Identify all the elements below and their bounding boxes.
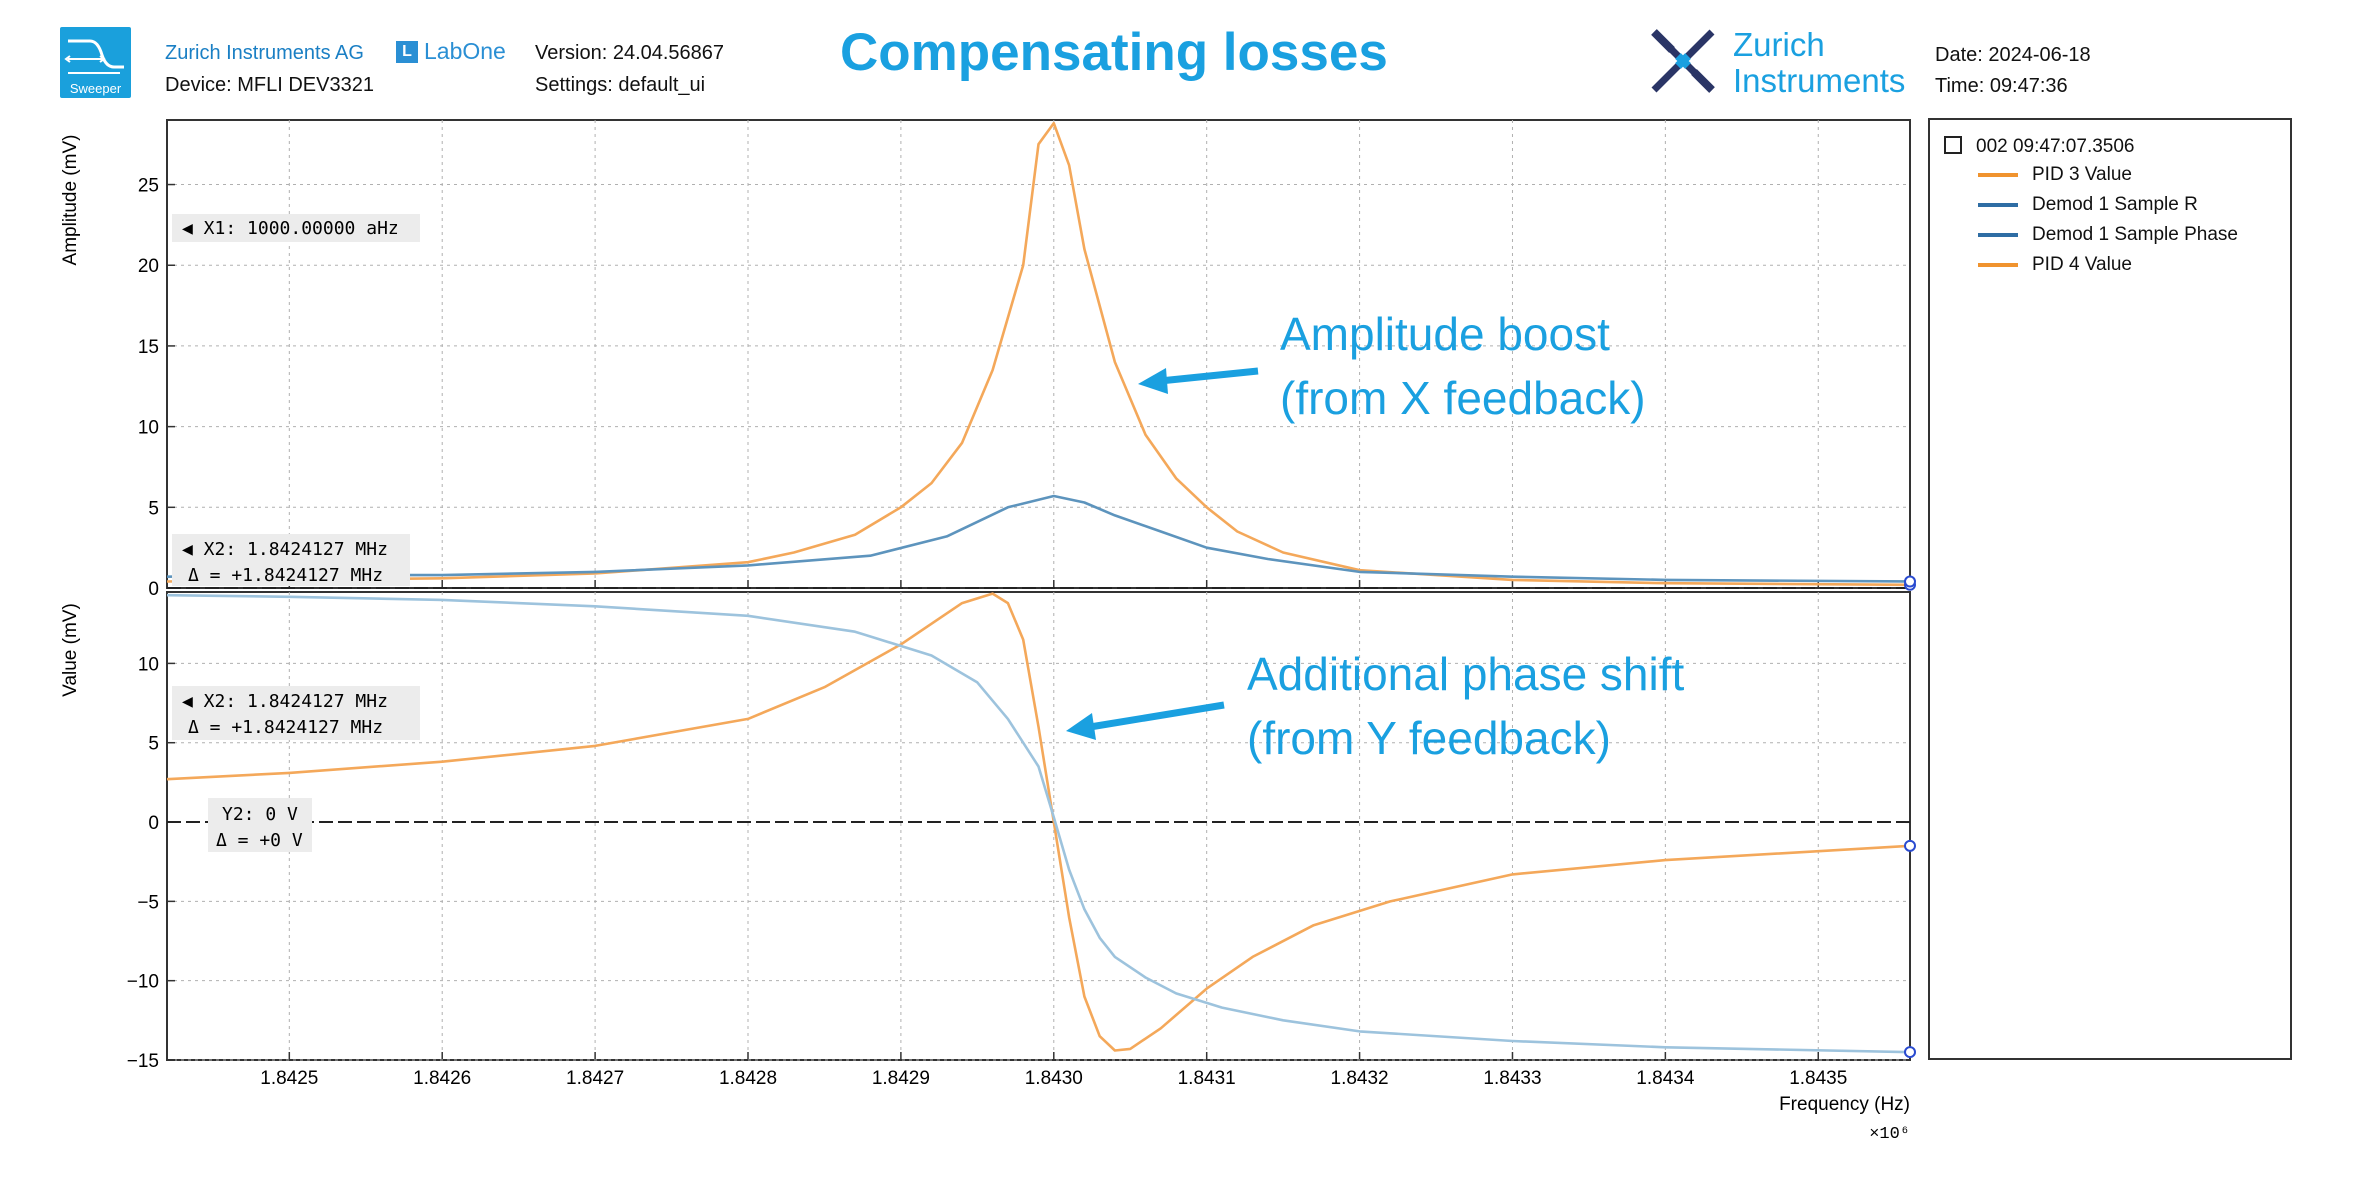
- version-label: Version: 24.04.56867: [535, 42, 725, 64]
- legend-swatch: [1978, 173, 2018, 177]
- cursor-x1-box: [172, 214, 420, 242]
- bottom-y-tick-label: −5: [137, 892, 159, 913]
- cursor-y2-label: Y2: 0 V: [222, 804, 298, 825]
- legend-item-label: PID 3 Value: [2032, 164, 2132, 185]
- bottom-annotation-line-1: Additional phase shift: [1247, 648, 1685, 700]
- top-cursor-x2-label: ◀ X2: 1.8424127 MHz: [182, 539, 388, 560]
- zurich-instruments-logo-icon: [1651, 29, 1715, 93]
- sweeper-app-icon: Sweeper: [60, 27, 131, 98]
- top-y-tick-label: 25: [138, 176, 159, 197]
- page-title: Compensating losses: [840, 23, 1388, 82]
- top-y-tick-label: 20: [138, 256, 159, 277]
- legend-item[interactable]: Demod 1 Sample R: [1978, 190, 2198, 220]
- top-series-1-end-marker: [1904, 575, 1916, 588]
- brand-line-1: Zurich: [1733, 26, 1825, 63]
- x-tick-label: 1.8434: [1636, 1068, 1695, 1089]
- top-annotation: Amplitude boost (from X feedback): [1280, 302, 1646, 430]
- xlabel: Frequency (Hz): [1779, 1094, 1910, 1115]
- x-tick-label: 1.8426: [413, 1068, 471, 1089]
- cursor-y2-box: [208, 798, 312, 852]
- sweeper-logo-label: Sweeper: [69, 81, 122, 96]
- top-cursor-x2-box: [172, 534, 410, 586]
- labone-text: LabOne: [424, 38, 506, 64]
- top-annotation-line-1: Amplitude boost: [1280, 308, 1610, 360]
- bottom-series-1-line: [166, 593, 1911, 1054]
- company-name: Zurich Instruments AG: [165, 42, 364, 64]
- top-annotation-line-2: (from X feedback): [1280, 372, 1646, 424]
- x-tick-label: 1.8432: [1331, 1068, 1389, 1089]
- legend-checkbox[interactable]: [1944, 136, 1962, 154]
- x-tick-label: 1.8429: [872, 1068, 930, 1089]
- time-label: Time: 09:47:36: [1935, 75, 2068, 97]
- labone-logo: L LabOne: [396, 38, 506, 65]
- legend-item[interactable]: Demod 1 Sample Phase: [1978, 220, 2238, 250]
- top-series-0-line: [166, 121, 1911, 587]
- x-tick-label: 1.8427: [566, 1068, 624, 1089]
- x-multiplier: ×10⁶: [1869, 1125, 1910, 1144]
- bottom-series-1-end-marker: [1904, 1046, 1916, 1059]
- legend-swatch: [1978, 203, 2018, 207]
- top-cursor-delta: Δ = +1.8424127 MHz: [188, 565, 383, 586]
- x-tick-label: 1.8428: [719, 1068, 777, 1089]
- bottom-ylabel: Value (mV): [60, 603, 81, 697]
- zero-lines: [167, 587, 1910, 824]
- top-plot-frame: [166, 119, 1911, 589]
- bottom-annotation: Additional phase shift (from Y feedback): [1247, 642, 1684, 770]
- bottom-y-tick-label: −10: [127, 972, 159, 993]
- x-tick-label: 1.8431: [1178, 1068, 1236, 1089]
- legend-swatch: [1978, 233, 2018, 237]
- bottom-annotation-line-2: (from Y feedback): [1247, 712, 1611, 764]
- top-series-group: [166, 121, 1916, 591]
- bottom-series-0-end-marker: [1904, 839, 1916, 852]
- brand-name: Zurich Instruments: [1733, 27, 1905, 99]
- bottom-cursor-x2-label: ◀ X2: 1.8424127 MHz: [182, 691, 388, 712]
- bottom-cursor-x2-box: [172, 686, 420, 740]
- top-y-tick-label: 15: [138, 337, 159, 358]
- legend-item-label: PID 4 Value: [2032, 254, 2132, 275]
- top-y-tick-label: 5: [148, 498, 159, 519]
- settings-label: Settings: default_ui: [535, 74, 706, 96]
- date-label: Date: 2024-06-18: [1935, 44, 2091, 66]
- top-y-tick-label: 0: [148, 579, 159, 600]
- legend-swatch: [1978, 263, 2018, 267]
- bottom-plot-frame: [166, 591, 1911, 1061]
- x-tick-label: 1.8430: [1025, 1068, 1083, 1089]
- top-series-1-line: [166, 494, 1911, 583]
- legend-timestamp: 002 09:47:07.3506: [1976, 136, 2135, 157]
- bottom-series-group: [166, 592, 1916, 1059]
- labone-icon: L: [396, 40, 418, 63]
- bottom-y-tick-label: −15: [127, 1051, 159, 1072]
- bottom-y-tick-label: 0: [148, 813, 159, 834]
- top-annotation-arrow: [1138, 367, 1259, 394]
- bottom-cursor-delta: Δ = +1.8424127 MHz: [188, 717, 383, 738]
- x-tick-label: 1.8435: [1789, 1068, 1847, 1089]
- legend-item-label: Demod 1 Sample R: [2032, 194, 2198, 215]
- top-ylabel: Amplitude (mV): [60, 135, 81, 266]
- top-grid: [167, 120, 1910, 589]
- legend-item[interactable]: PID 3 Value: [1978, 160, 2132, 190]
- x-tick-label: 1.8433: [1483, 1068, 1541, 1089]
- bottom-y-tick-label: 5: [148, 734, 159, 755]
- legend-panel: 002 09:47:07.3506 PID 3 Value Demod 1 Sa…: [1928, 118, 2292, 1060]
- cursor-x1-label: ◀ X1: 1000.00000 aHz: [182, 218, 399, 239]
- device-label: Device: MFLI DEV3321: [165, 74, 374, 96]
- bottom-series-0-line: [166, 592, 1911, 1052]
- legend-item-label: Demod 1 Sample Phase: [2032, 224, 2238, 245]
- brand-line-2: Instruments: [1733, 62, 1906, 99]
- cursor-y2-delta: Δ = +0 V: [216, 830, 303, 851]
- x-tick-label: 1.8425: [260, 1068, 318, 1089]
- bottom-y-tick-label: 10: [138, 654, 159, 675]
- tick-labels: 0 5 10 15 20 25 −15 −10 −5 0 5 10 1.8425 1.8426 1.8427…: [127, 176, 1848, 1089]
- top-y-tick-label: 10: [138, 418, 159, 439]
- legend-item[interactable]: PID 4 Value: [1978, 250, 2132, 280]
- bottom-annotation-arrow: [1066, 701, 1225, 740]
- sweep-wave-icon: [64, 39, 124, 74]
